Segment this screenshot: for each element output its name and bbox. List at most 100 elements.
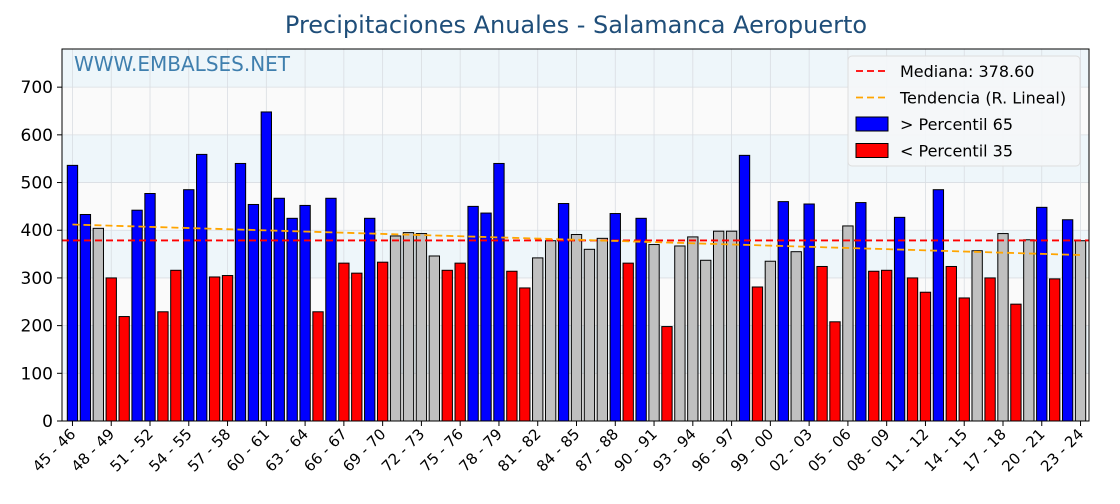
bar-95-96 — [712, 230, 725, 422]
bar-94-95 — [700, 259, 712, 422]
bar-76-77 — [467, 205, 479, 422]
bar-80-81 — [519, 287, 531, 422]
bar-03-04 — [816, 265, 828, 422]
bar-90-91 — [648, 244, 660, 422]
plot-frame — [61, 48, 1090, 422]
bar-67-68 — [351, 272, 363, 422]
bar-88-89 — [622, 262, 634, 422]
bar-63-64 — [299, 204, 311, 422]
bar-56-57 — [208, 276, 221, 422]
bar-05-06 — [842, 225, 854, 422]
bar-19-20 — [1023, 239, 1035, 422]
bar-50-51 — [131, 209, 143, 422]
bar-21-22 — [1049, 278, 1061, 422]
y-tick-label: 200 — [21, 317, 53, 337]
bar-12-13 — [932, 189, 945, 422]
bar-98-99 — [751, 286, 764, 422]
bar-75-76 — [454, 262, 466, 422]
trend-line — [72, 223, 1081, 256]
bar-70-71 — [389, 235, 402, 422]
bar-66-67 — [338, 262, 350, 422]
bar-17-18 — [997, 233, 1009, 422]
y-tick-label: 700 — [21, 78, 53, 98]
bar-09-10 — [893, 216, 906, 422]
bar-49-50 — [118, 316, 130, 422]
y-tick-label: 500 — [21, 174, 53, 194]
bar-60-61 — [260, 111, 272, 422]
bar-11-12 — [919, 291, 932, 422]
legend-box — [847, 55, 1081, 167]
bar-57-58 — [221, 275, 234, 422]
legend: Mediana: 378.60 Tendencia (R. Lineal) > P… — [847, 55, 1081, 167]
bar-20-21 — [1036, 206, 1048, 422]
bar-84-85 — [570, 234, 583, 422]
y-tick-label: 100 — [21, 364, 53, 384]
legend-label-low: < Percentil 35 — [900, 142, 1013, 161]
x-tick-label: 23 - 24 — [1037, 425, 1087, 475]
bar-10-11 — [906, 277, 919, 422]
bar-96-97 — [725, 230, 738, 422]
bar-93-94 — [687, 236, 699, 422]
legend-label-trend: Tendencia (R. Lineal) — [899, 89, 1066, 108]
bar-99-00 — [764, 260, 777, 422]
bar-16-17 — [984, 277, 996, 422]
bar-54-55 — [183, 189, 195, 422]
bar-08-09 — [881, 269, 893, 422]
bar-06-07 — [855, 202, 867, 422]
bar-87-88 — [609, 213, 621, 422]
bar-series — [66, 111, 1087, 422]
bar-86-87 — [596, 237, 609, 422]
legend-label-high: > Percentil 65 — [900, 115, 1013, 134]
bar-72-73 — [415, 233, 428, 422]
bar-01-02 — [790, 251, 802, 422]
bar-14-15 — [958, 297, 970, 422]
bar-74-75 — [441, 269, 453, 422]
bar-97-98 — [738, 154, 751, 422]
legend-swatch-low — [855, 143, 889, 158]
bar-47-48 — [92, 227, 104, 422]
bar-79-80 — [506, 270, 518, 422]
bar-69-70 — [376, 261, 389, 422]
bar-55-56 — [196, 153, 208, 422]
bar-82-83 — [544, 240, 557, 422]
bar-89-90 — [635, 217, 647, 422]
bar-83-84 — [557, 203, 570, 422]
bar-73-74 — [428, 255, 441, 422]
bar-15-16 — [971, 250, 983, 422]
bar-64-65 — [312, 311, 324, 422]
bar-04-05 — [829, 321, 841, 422]
bar-78-79 — [493, 162, 505, 422]
bar-52-53 — [157, 311, 169, 422]
bar-18-19 — [1010, 303, 1022, 422]
chart-title: Precipitaciones Anuales - Salamanca Aero… — [285, 11, 867, 39]
bar-81-82 — [532, 257, 544, 422]
bar-85-86 — [583, 248, 596, 422]
bar-22-23 — [1061, 219, 1074, 422]
legend-swatch-high — [855, 116, 889, 132]
bar-46-47 — [79, 213, 92, 422]
bar-23-24 — [1074, 240, 1087, 422]
y-tick-label: 600 — [21, 126, 53, 146]
y-tick-label: 400 — [21, 221, 53, 241]
bar-92-93 — [674, 245, 686, 422]
bar-02-03 — [803, 203, 815, 422]
y-tick-label: 0 — [42, 412, 53, 432]
legend-label-median: Mediana: 378.60 — [900, 62, 1034, 81]
bar-13-14 — [945, 265, 957, 422]
bar-68-69 — [364, 217, 376, 422]
y-tick-label: 300 — [21, 269, 53, 289]
bar-45-46 — [66, 164, 79, 422]
bar-91-92 — [661, 326, 673, 422]
bar-71-72 — [402, 232, 415, 422]
bar-53-54 — [170, 269, 182, 422]
watermark-text: WWW.EMBALSES.NET — [74, 52, 291, 76]
bar-62-63 — [286, 217, 298, 422]
bar-77-78 — [480, 212, 492, 422]
bar-00-01 — [777, 201, 789, 422]
bar-58-59 — [234, 162, 247, 422]
bar-59-60 — [247, 203, 260, 422]
bar-07-08 — [868, 270, 880, 422]
bar-48-49 — [105, 277, 117, 422]
